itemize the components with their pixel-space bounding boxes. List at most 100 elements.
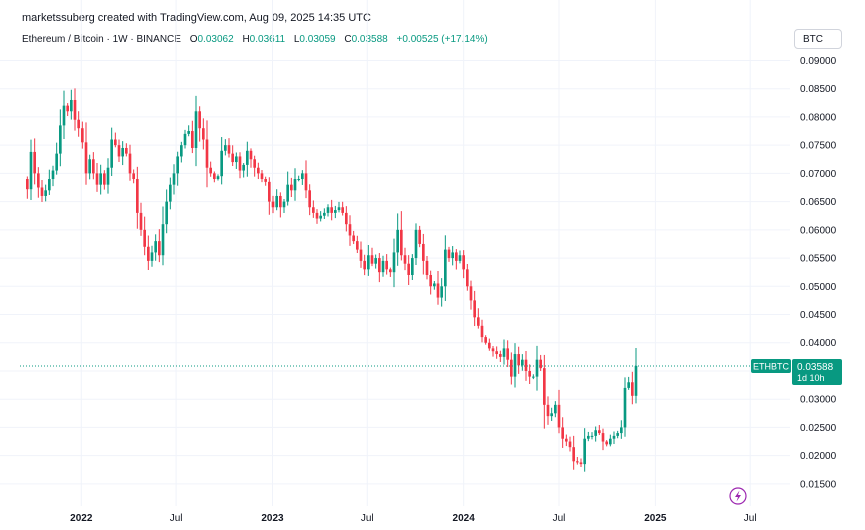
candle bbox=[451, 246, 454, 266]
candle-body bbox=[334, 210, 337, 213]
candle bbox=[411, 254, 414, 281]
candle-body bbox=[425, 260, 429, 275]
candle bbox=[257, 162, 260, 180]
candle-body bbox=[429, 275, 432, 287]
candle-body bbox=[95, 173, 99, 185]
candle bbox=[37, 167, 40, 198]
candle bbox=[565, 434, 568, 447]
candle-body bbox=[389, 269, 392, 273]
candle-body bbox=[568, 441, 572, 448]
candle-body bbox=[506, 348, 509, 360]
candle bbox=[356, 235, 359, 254]
candle-body bbox=[66, 105, 69, 112]
candle bbox=[315, 209, 319, 224]
candle-body bbox=[209, 167, 212, 174]
price-tag-bg bbox=[792, 359, 842, 386]
candle-body bbox=[114, 139, 117, 146]
y-tick-label: 0.07000 bbox=[800, 169, 837, 180]
candle bbox=[176, 151, 179, 186]
candle bbox=[414, 223, 418, 266]
candle-body bbox=[290, 184, 293, 191]
candle-body bbox=[400, 229, 403, 256]
candle-body bbox=[462, 255, 465, 270]
y-tick-label: 0.08500 bbox=[800, 84, 837, 95]
candle bbox=[66, 103, 69, 117]
candle-body bbox=[466, 269, 469, 287]
open-value: 0.03062 bbox=[197, 34, 234, 45]
candle bbox=[598, 425, 601, 436]
symbol-title[interactable]: Ethereum / Bitcoin · 1W · BINANCE bbox=[22, 34, 181, 45]
candle-body bbox=[99, 173, 102, 185]
candle bbox=[400, 211, 403, 261]
candle bbox=[429, 270, 432, 295]
candle-body bbox=[77, 119, 80, 129]
currency-button[interactable]: BTC bbox=[794, 29, 842, 49]
candle bbox=[521, 354, 524, 371]
candle bbox=[249, 148, 253, 168]
candle bbox=[246, 141, 249, 177]
candle-body bbox=[326, 207, 330, 213]
candle bbox=[143, 216, 146, 256]
candle bbox=[330, 199, 333, 221]
candle-body bbox=[139, 212, 143, 230]
candle-body bbox=[37, 173, 40, 188]
candle bbox=[466, 263, 469, 291]
y-tick-label: 0.03000 bbox=[800, 395, 837, 406]
x-tick-label: Jul bbox=[744, 513, 757, 524]
candle-body bbox=[598, 430, 601, 434]
candle bbox=[546, 396, 550, 425]
candle bbox=[147, 235, 150, 270]
candle bbox=[88, 154, 91, 180]
candle bbox=[301, 170, 304, 185]
candle-body bbox=[447, 249, 451, 259]
candle bbox=[627, 376, 630, 390]
x-tick-label: 2022 bbox=[70, 513, 93, 524]
candle-body bbox=[444, 249, 447, 287]
candle bbox=[579, 458, 583, 468]
candle-body bbox=[44, 190, 47, 196]
candle-body bbox=[543, 368, 546, 405]
candle bbox=[81, 121, 84, 149]
candle-body bbox=[583, 438, 586, 465]
candle-body bbox=[55, 153, 58, 171]
candle-body bbox=[348, 224, 352, 236]
high-label: H bbox=[242, 34, 250, 45]
candle-body bbox=[205, 139, 209, 168]
candle-body bbox=[352, 235, 355, 242]
candle-body bbox=[601, 433, 605, 442]
y-tick-label: 0.04500 bbox=[800, 310, 837, 321]
candle bbox=[623, 377, 627, 437]
candle bbox=[40, 180, 44, 202]
candle-body bbox=[550, 413, 553, 417]
candle-body bbox=[40, 187, 44, 196]
high-value: 0.03611 bbox=[249, 34, 286, 45]
candle bbox=[631, 371, 634, 405]
candle bbox=[227, 138, 231, 158]
candle bbox=[473, 290, 476, 327]
candle bbox=[224, 139, 227, 156]
candle-body bbox=[495, 351, 498, 355]
candle-body bbox=[279, 195, 282, 208]
candle bbox=[242, 163, 245, 178]
candle-body bbox=[29, 151, 33, 190]
candle bbox=[59, 109, 62, 167]
candle-body bbox=[154, 241, 157, 253]
candle bbox=[480, 319, 484, 343]
candle-body bbox=[271, 201, 275, 208]
candle-body bbox=[546, 404, 550, 417]
candle-body bbox=[158, 241, 161, 256]
candle-body bbox=[524, 359, 528, 371]
candle bbox=[55, 142, 58, 175]
candle bbox=[165, 189, 168, 234]
candle-body bbox=[187, 131, 190, 134]
candle bbox=[103, 170, 106, 190]
candle bbox=[308, 184, 311, 216]
symbol-tag-label: ETHBTC bbox=[753, 362, 790, 372]
candle bbox=[561, 417, 564, 448]
candle bbox=[202, 118, 205, 150]
candle-body bbox=[631, 382, 634, 396]
lightning-icon[interactable] bbox=[729, 487, 747, 505]
candle-body bbox=[634, 365, 638, 396]
candle-body bbox=[92, 159, 95, 174]
